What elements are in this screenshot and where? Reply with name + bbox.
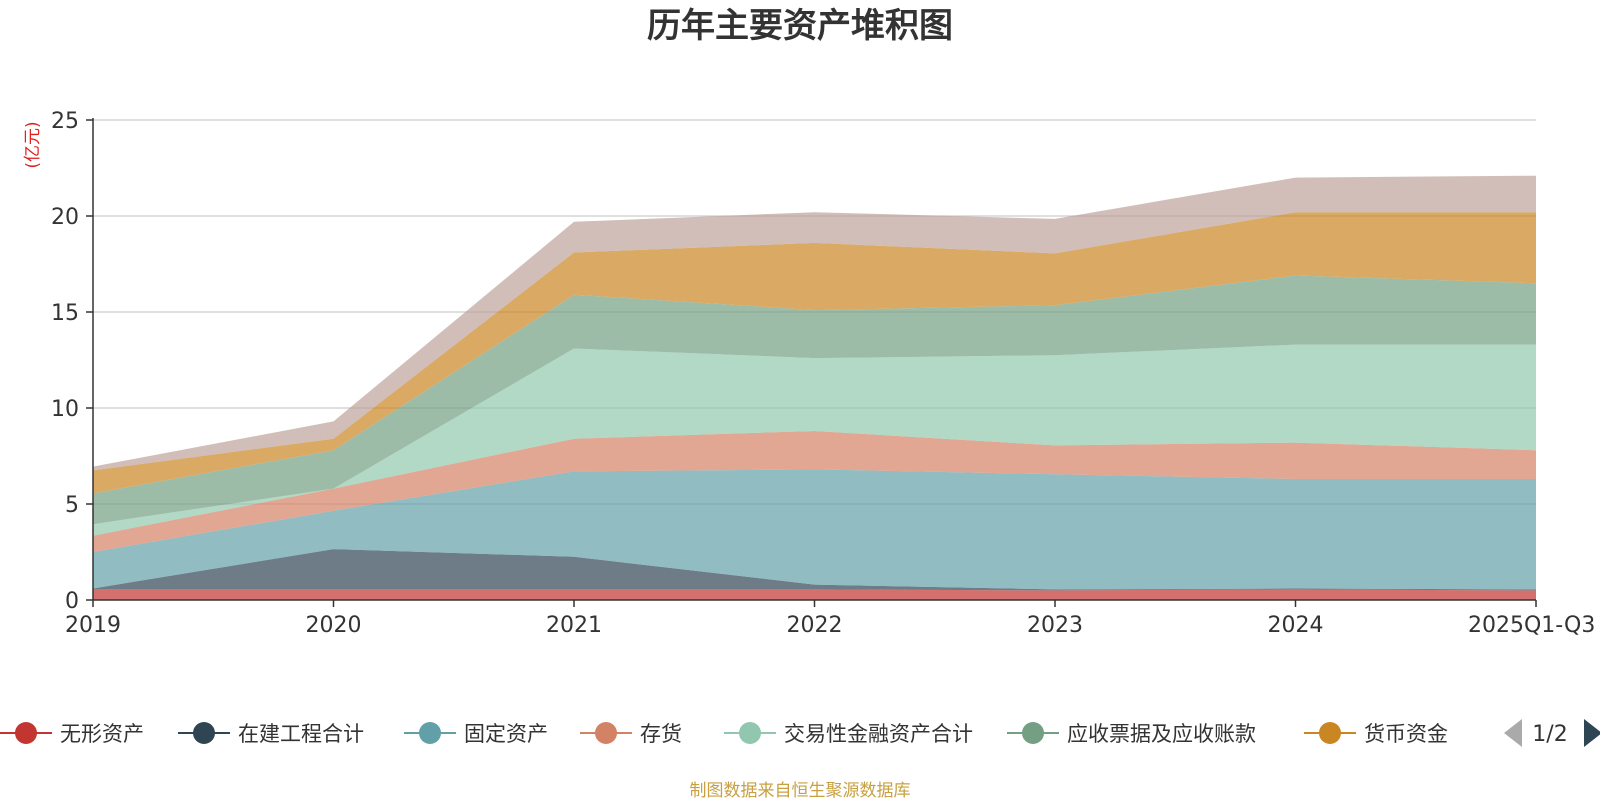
series-area-4[interactable]: [93, 344, 1536, 536]
x-tick-label: 2019: [65, 613, 121, 638]
legend-item[interactable]: 无形资产: [0, 722, 144, 746]
y-tick-label: 0: [65, 589, 79, 614]
x-tick-label: 2020: [306, 613, 362, 638]
legend-item[interactable]: 存货: [580, 722, 682, 746]
series-area-6[interactable]: [93, 212, 1536, 494]
legend-label: 存货: [640, 722, 682, 746]
x-tick-label: 2021: [546, 613, 602, 638]
x-tick-label: 2025Q1-Q3: [1468, 613, 1595, 638]
chart-title: 历年主要资产堆积图: [647, 6, 953, 46]
legend-marker-icon: [1319, 722, 1341, 744]
series-area-3[interactable]: [93, 431, 1536, 552]
legend-label: 货币资金: [1364, 722, 1448, 746]
x-tick-label: 2022: [787, 613, 843, 638]
legend-pager: 1/2: [1504, 719, 1600, 747]
series-area-5[interactable]: [93, 275, 1536, 525]
legend-item[interactable]: 交易性金融资产合计: [724, 722, 973, 746]
legend-label: 交易性金融资产合计: [784, 722, 973, 746]
legend-item[interactable]: 应收票据及应收账款: [1007, 722, 1256, 746]
series-area-2[interactable]: [93, 469, 1536, 590]
legend: 无形资产 在建工程合计 固定资产 存货 交易性金融资产合计 应收票据及应收账款 货币资金: [0, 722, 1448, 746]
legend-marker-icon: [193, 722, 215, 744]
legend-item[interactable]: 在建工程合计: [178, 722, 364, 746]
data-source-note: 制图数据来自恒生聚源数据库: [690, 781, 911, 800]
triangle-left-icon[interactable]: [1504, 719, 1522, 747]
legend-label: 无形资产: [60, 722, 144, 746]
y-tick-label: 5: [65, 493, 79, 518]
axes: 0 5 10 15 20 25 2019 2020 2021 2022 2023 2024 2025Q1…: [51, 109, 1595, 638]
legend-marker-icon: [1022, 722, 1044, 744]
legend-label: 应收票据及应收账款: [1067, 722, 1256, 746]
legend-marker-icon: [419, 722, 441, 744]
legend-label: 在建工程合计: [238, 722, 364, 746]
legend-label: 固定资产: [464, 722, 548, 746]
y-tick-label: 15: [51, 301, 79, 326]
legend-item[interactable]: 货币资金: [1304, 722, 1448, 746]
series-area-1[interactable]: [93, 549, 1536, 591]
legend-marker-icon: [739, 722, 761, 744]
series-area-0[interactable]: [93, 589, 1536, 600]
series-area-7[interactable]: [93, 175, 1536, 471]
legend-item[interactable]: 固定资产: [404, 722, 548, 746]
y-tick-label: 25: [51, 109, 79, 134]
y-tick-label: 20: [51, 205, 79, 230]
y-tick-label: 10: [51, 397, 79, 422]
triangle-right-icon[interactable]: [1584, 719, 1600, 747]
x-tick-label: 2024: [1268, 613, 1324, 638]
x-tick-label: 2023: [1027, 613, 1083, 638]
legend-marker-icon: [595, 722, 617, 744]
legend-marker-icon: [15, 722, 37, 744]
stacked-areas: [93, 175, 1536, 600]
legend-page-indicator: 1/2: [1532, 722, 1567, 747]
y-axis-unit-label: (亿元): [23, 121, 43, 168]
